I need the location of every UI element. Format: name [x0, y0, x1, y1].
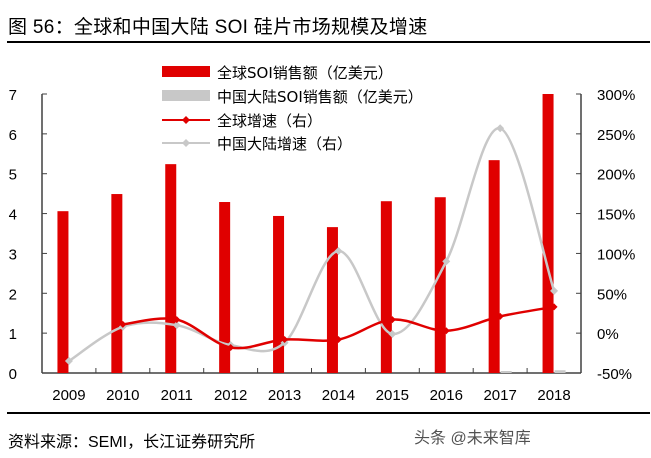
x-axis-tick-label: 2015	[376, 387, 409, 404]
footer-divider	[7, 412, 650, 414]
bar-global-sales	[273, 215, 285, 373]
point-china-growth	[550, 286, 559, 295]
point-china-growth	[334, 247, 343, 256]
axes: 0 1 2 3 4 5 6 7 -50% 0% 50% 100% 150% 200% 250% 300% 200…	[9, 87, 636, 404]
bar-global-sales	[326, 227, 338, 373]
x-axis-tick-label: 2014	[322, 387, 355, 404]
left-axis-tick-label: 0	[9, 366, 17, 383]
figure-title: 图 56：全球和中国大陆 SOI 硅片市场规模及增速	[8, 17, 428, 38]
bar-china-sales	[554, 370, 566, 373]
right-axis-tick-label: 100%	[597, 246, 635, 263]
right-axis-tick-label: 150%	[597, 207, 635, 224]
bar-china-sales	[500, 371, 512, 373]
right-axis-tick-label: 50%	[597, 286, 627, 303]
legend-marker-global-growth	[182, 116, 190, 124]
x-axis-tick-label: 2012	[214, 387, 247, 404]
point-china-growth	[172, 321, 181, 330]
legend-label-global-growth: 全球增速（右）	[217, 112, 322, 130]
right-axis-tick-label: 200%	[597, 167, 635, 184]
x-axis-tick-label: 2009	[52, 387, 85, 404]
point-global-growth	[227, 343, 235, 351]
source-note: 资料来源：SEMI，长江证券研究所	[8, 434, 256, 451]
point-global-growth	[281, 336, 289, 344]
left-axis-tick-label: 6	[9, 127, 17, 144]
legend-swatch-global-sales	[162, 66, 210, 77]
legend-label-global-sales: 全球SOI销售额（亿美元）	[217, 64, 393, 82]
point-china-growth	[64, 357, 73, 366]
right-axis-tick-label: 250%	[597, 127, 635, 144]
point-global-growth	[496, 312, 504, 320]
x-axis-tick-label: 2017	[483, 387, 516, 404]
right-axis-tick-label: 0%	[597, 326, 619, 343]
bar-global-sales	[488, 160, 500, 373]
left-axis-tick-label: 5	[9, 167, 17, 184]
point-global-growth	[442, 327, 450, 335]
lines	[64, 124, 559, 366]
point-china-growth	[442, 257, 451, 266]
left-axis-tick-label: 7	[9, 87, 17, 104]
point-global-growth	[334, 336, 342, 344]
watermark: 头条 @未来智库	[414, 430, 531, 447]
point-china-growth	[388, 329, 397, 338]
legend-marker-china-growth	[182, 139, 190, 147]
right-axis-tick-label: 300%	[597, 87, 635, 104]
left-axis-tick-label: 3	[9, 246, 17, 263]
point-global-growth	[388, 316, 396, 324]
point-global-growth	[173, 316, 181, 324]
left-axis-tick-label: 2	[9, 286, 17, 303]
legend: 全球SOI销售额（亿美元） 中国大陆SOI销售额（亿美元） 全球增速（右） 中国大陆增…	[162, 64, 423, 153]
left-axis-tick-label: 4	[9, 207, 17, 224]
bar-global-sales	[57, 211, 69, 373]
bar-global-sales	[165, 164, 177, 373]
x-axis-tick-label: 2010	[106, 387, 139, 404]
x-axis-tick-label: 2013	[268, 387, 301, 404]
point-global-growth	[119, 320, 127, 328]
bar-global-sales	[434, 197, 446, 373]
title-divider	[7, 41, 650, 43]
bar-global-sales	[542, 94, 554, 373]
legend-swatch-china-sales	[162, 90, 210, 101]
point-china-growth	[496, 124, 505, 133]
bar-global-sales	[380, 201, 392, 373]
bar-global-sales	[111, 194, 123, 373]
bar-global-sales	[219, 202, 231, 373]
line-china-growth	[68, 127, 556, 363]
x-axis-tick-label: 2011	[161, 387, 193, 404]
left-axis-tick-label: 1	[9, 326, 17, 343]
legend-label-china-sales: 中国大陆SOI销售额（亿美元）	[217, 88, 423, 106]
point-global-growth	[550, 303, 558, 311]
x-axis-tick-label: 2016	[430, 387, 463, 404]
bars	[57, 94, 566, 373]
x-axis-tick-label: 2018	[537, 387, 570, 404]
right-axis-tick-label: -50%	[597, 366, 632, 383]
legend-label-china-growth: 中国大陆增速（右）	[217, 135, 352, 153]
chart-area: 0 1 2 3 4 5 6 7 -50% 0% 50% 100% 150% 200% 250% 300% 200…	[9, 64, 636, 404]
